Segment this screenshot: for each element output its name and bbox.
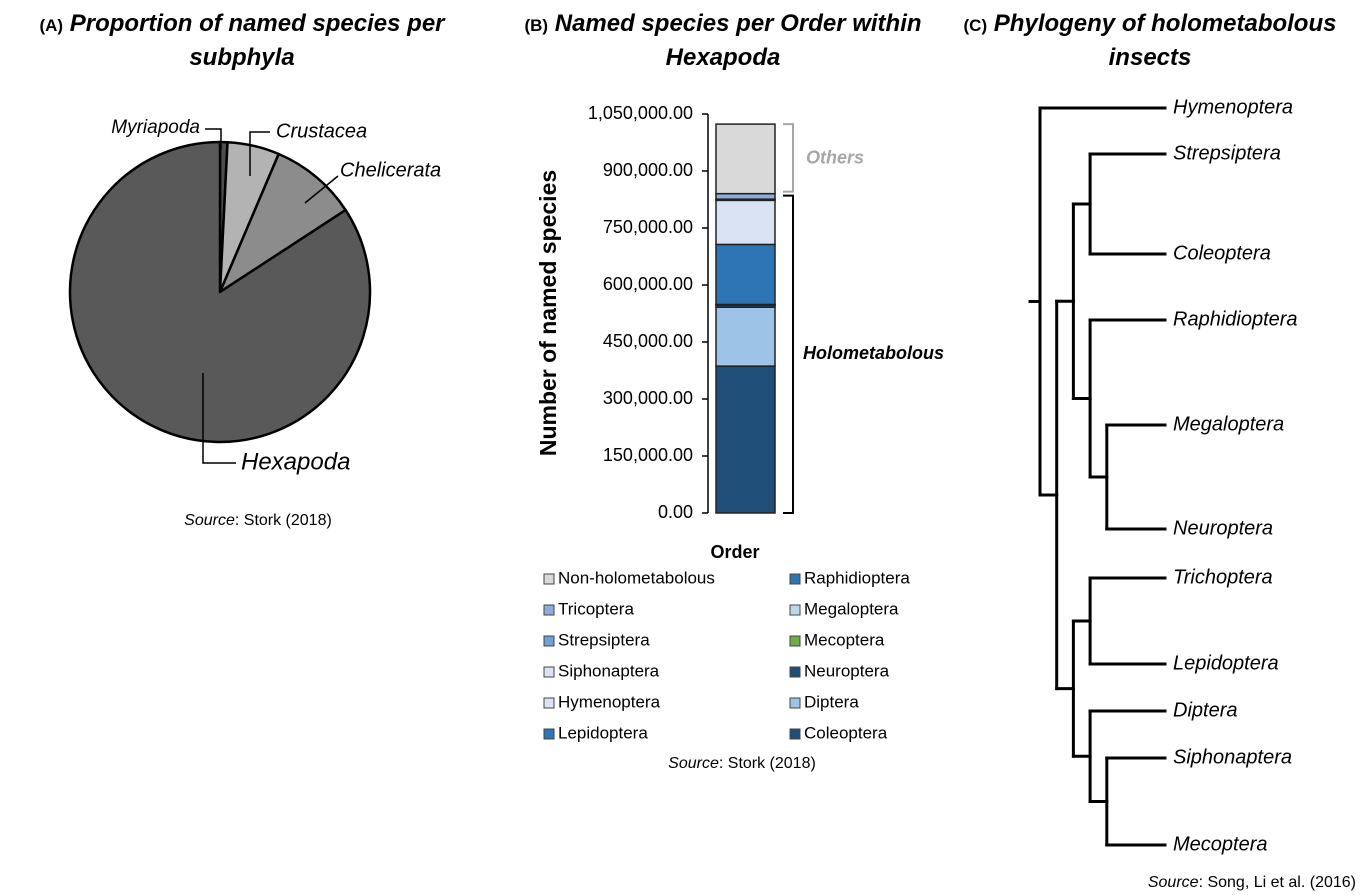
panel-label: (B) xyxy=(524,16,549,35)
source-text: : Stork (2018) xyxy=(235,512,332,529)
legend-label: Lepidoptera xyxy=(558,723,648,742)
legend-label: Megaloptera xyxy=(804,599,899,618)
legend-label: Tricoptera xyxy=(558,599,634,618)
legend-label: Strepsiptera xyxy=(558,630,650,649)
source-text: : Song, Li et al. (2016) xyxy=(1199,874,1356,891)
source: Source: Stork (2018) xyxy=(668,755,816,772)
bar-segment xyxy=(715,306,776,367)
pie-title: (A) Proportion of named species per subp… xyxy=(4,8,480,74)
source: Source: Song, Li et al. (2016) xyxy=(1148,874,1356,891)
leaf-label: Strepsiptera xyxy=(1173,142,1281,164)
leaf-label: Coleoptera xyxy=(1173,242,1271,264)
legend-swatch xyxy=(789,604,801,616)
bar-segment xyxy=(715,199,776,246)
legend-label: Hymenoptera xyxy=(558,692,661,711)
title-text: Proportion of named species per subphyla xyxy=(69,10,445,71)
panel-label: (A) xyxy=(39,16,64,35)
slice-label: Chelicerata xyxy=(340,159,441,181)
leader-line xyxy=(205,128,222,150)
legend-label: Neuroptera xyxy=(804,661,890,680)
y-tick-label: 450,000.00 xyxy=(603,331,693,351)
source: Source: Stork (2018) xyxy=(184,512,332,529)
bar-segment xyxy=(715,192,776,200)
bar-segment xyxy=(715,123,776,195)
source-label: Source xyxy=(184,512,235,529)
source-label: Source xyxy=(1148,874,1199,891)
slice-label: Myriapoda xyxy=(111,117,200,138)
legend-label: Mecoptera xyxy=(804,630,885,649)
bar-segment xyxy=(715,365,776,514)
legend-label: Non-holometabolous xyxy=(558,568,715,587)
y-tick-label: 0.00 xyxy=(658,502,693,522)
legend-swatch xyxy=(543,604,555,616)
leaf-label: Lepidoptera xyxy=(1173,652,1279,674)
leader-line xyxy=(202,373,236,464)
source-text: : Stork (2018) xyxy=(719,755,816,772)
y-tick-label: 300,000.00 xyxy=(603,388,693,408)
source-label: Source xyxy=(668,755,719,772)
y-tick-label: 1,050,000.00 xyxy=(588,103,693,123)
legend-swatch xyxy=(789,635,801,647)
bracket xyxy=(783,194,794,514)
legend-label: Siphonaptera xyxy=(558,661,660,680)
y-axis-label: Number of named species xyxy=(535,170,561,456)
legend-swatch xyxy=(543,728,555,740)
title-text: Phylogeny of holometabolous insects xyxy=(993,10,1337,71)
y-tick-label: 750,000.00 xyxy=(603,217,693,237)
legend-swatch xyxy=(543,697,555,709)
legend-swatch xyxy=(543,573,555,585)
tree-title: (C) Phylogeny of holometabolous insects xyxy=(936,8,1364,74)
legend-swatch xyxy=(789,697,801,709)
legend-label: Coleoptera xyxy=(804,723,888,742)
panel-label: (C) xyxy=(963,16,988,35)
legend-swatch xyxy=(543,635,555,647)
bar-title: (B) Named species per Order within Hexap… xyxy=(478,8,968,74)
slice-label: Crustacea xyxy=(276,120,367,142)
leaf-label: Trichoptera xyxy=(1173,566,1273,588)
annotation: Others xyxy=(806,148,864,168)
legend-swatch xyxy=(789,573,801,585)
leaf-label: Megaloptera xyxy=(1173,413,1284,435)
annotation: Holometabolous xyxy=(803,343,944,363)
y-tick-label: 150,000.00 xyxy=(603,445,693,465)
pie-slice xyxy=(68,140,372,444)
leader-line xyxy=(304,175,339,204)
bracket xyxy=(783,123,794,193)
legend-swatch xyxy=(789,728,801,740)
y-tick-label: 600,000.00 xyxy=(603,274,693,294)
leaf-label: Raphidioptera xyxy=(1173,308,1298,330)
legend-swatch xyxy=(789,666,801,678)
bar-segment xyxy=(715,243,776,306)
leader-line xyxy=(249,131,270,176)
leaf-label: Neuroptera xyxy=(1173,517,1273,539)
slice-label: Hexapoda xyxy=(241,448,350,475)
legend-label: Raphidioptera xyxy=(804,568,910,587)
leaf-label: Hymenoptera xyxy=(1173,96,1293,118)
x-axis-label: Order xyxy=(710,542,759,562)
legend-label: Diptera xyxy=(804,692,859,711)
leaf-label: Diptera xyxy=(1173,699,1237,721)
pie-slice xyxy=(218,152,347,294)
leaf-label: Siphonaptera xyxy=(1173,746,1292,768)
y-tick-label: 900,000.00 xyxy=(603,160,693,180)
leaf-label: Mecoptera xyxy=(1173,833,1268,855)
title-text: Named species per Order within Hexapoda xyxy=(554,10,922,71)
legend-swatch xyxy=(543,666,555,678)
